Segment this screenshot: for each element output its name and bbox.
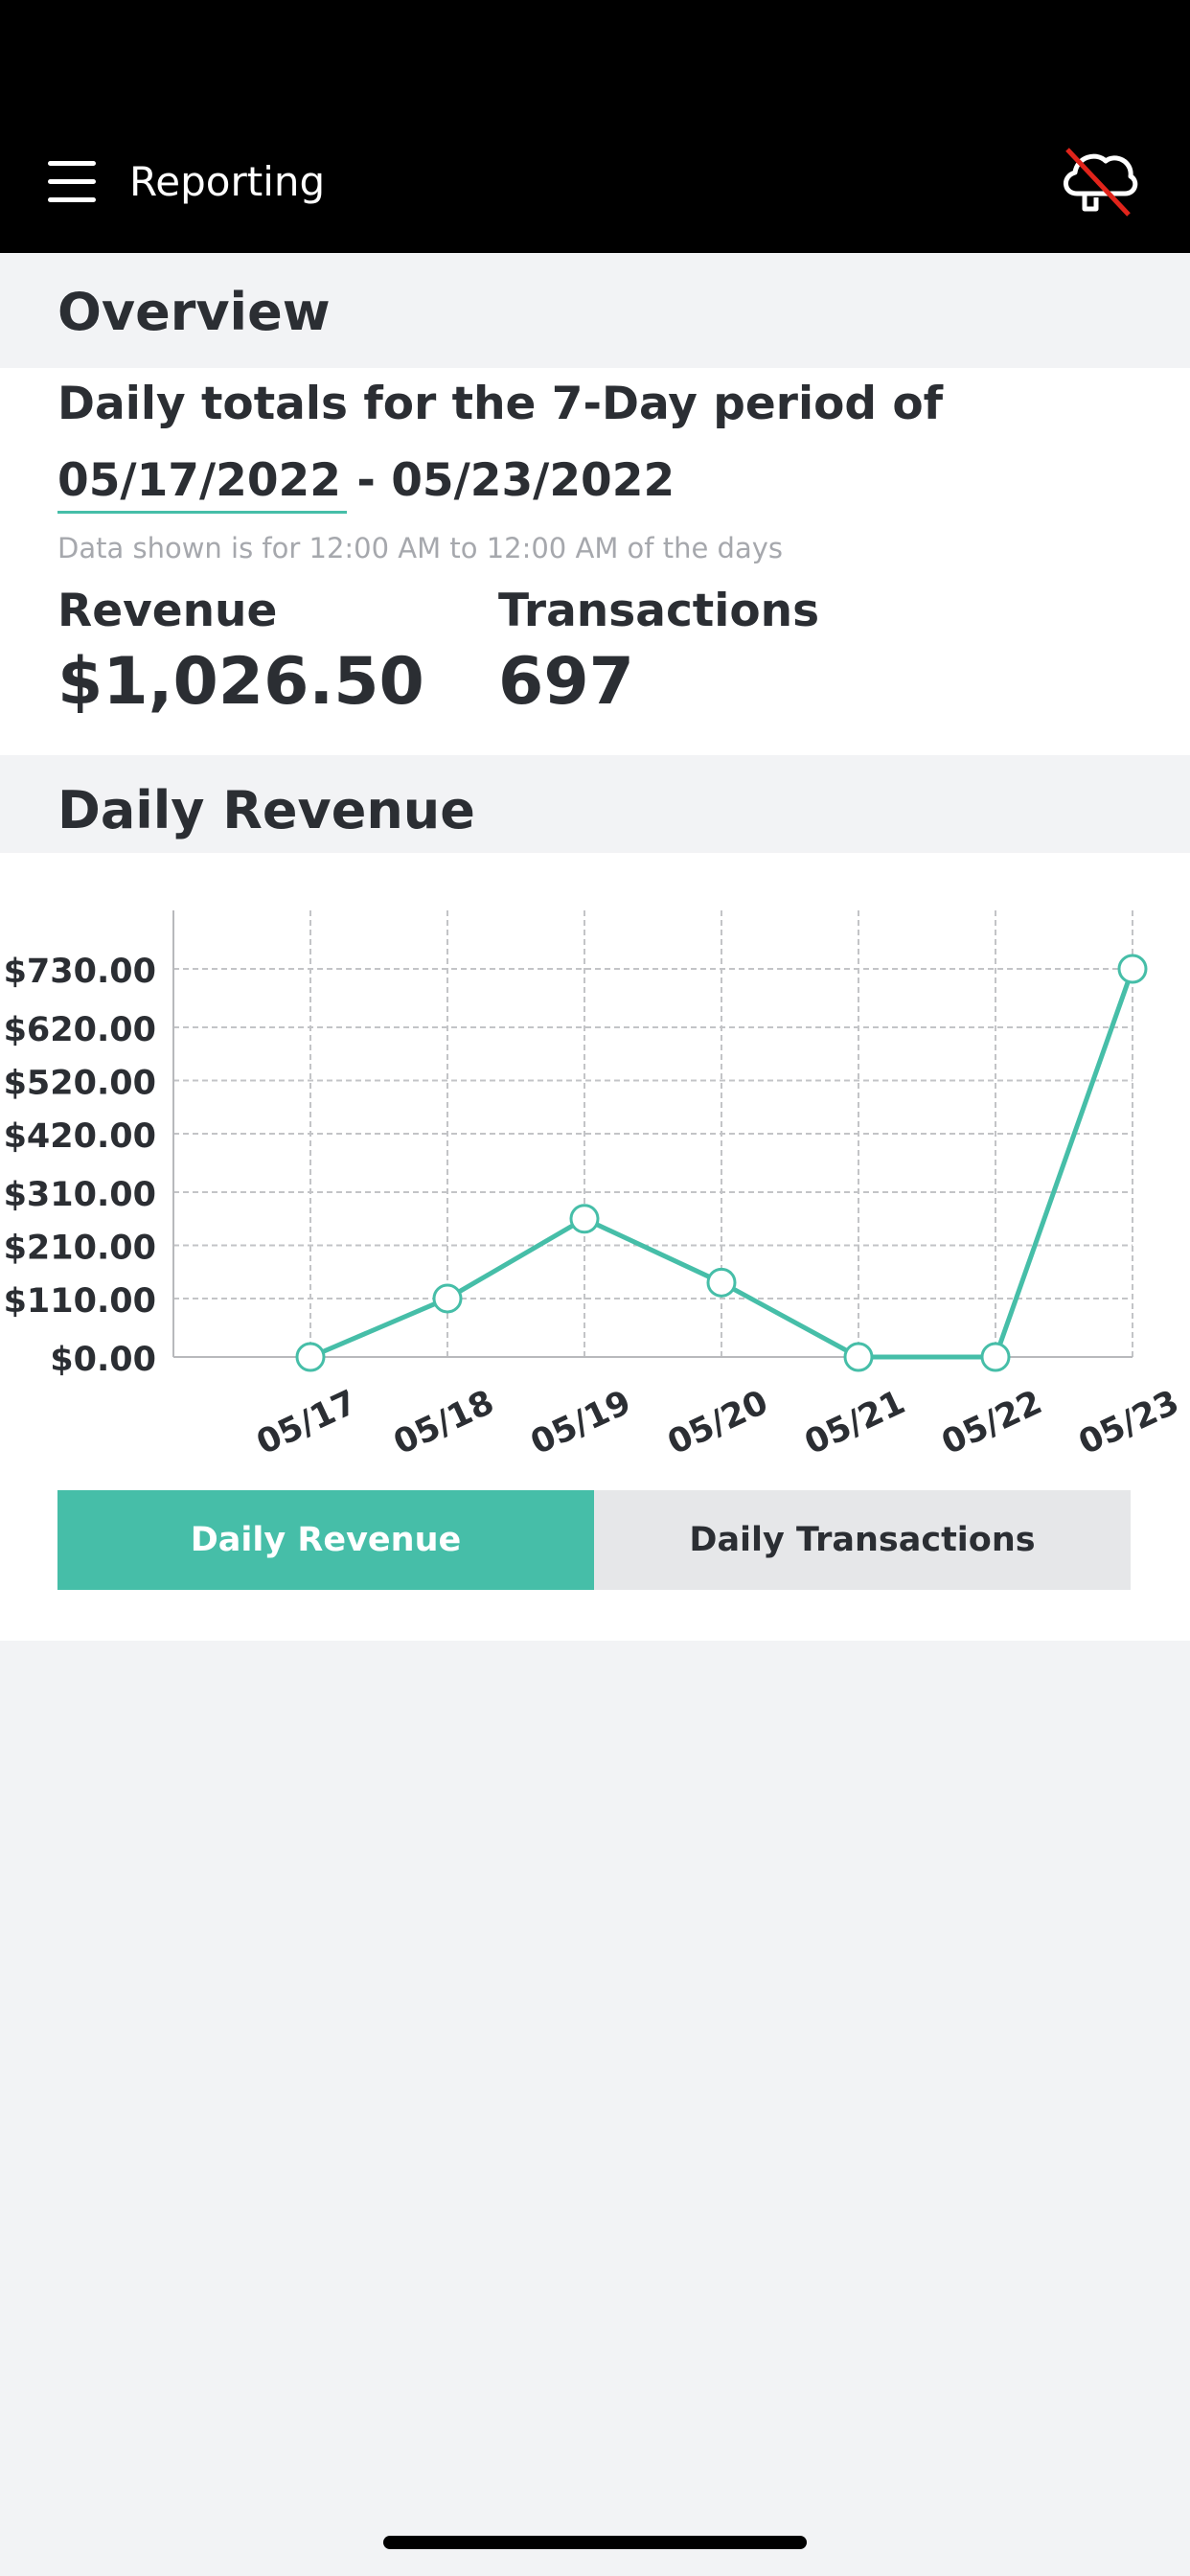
daily-revenue-chart: $0.00 $110.00 $210.00 $310.00 $420.00 $520.00…	[4, 910, 1185, 1462]
daily-revenue-title: Daily Revenue	[57, 780, 475, 840]
date-range: 05/17/2022 - 05/23/2022	[57, 452, 675, 514]
y-tick-label: $730.00	[4, 953, 156, 991]
transactions-value: 697	[498, 644, 634, 720]
x-tick-label: 05/23	[1073, 1383, 1185, 1462]
x-tick-label: 05/20	[662, 1383, 774, 1462]
y-tick-label: $420.00	[4, 1117, 156, 1156]
period-description: Daily totals for the 7-Day period of	[57, 378, 944, 430]
revenue-value: $1,026.50	[57, 644, 424, 720]
page-title: Reporting	[129, 158, 326, 205]
data-point	[432, 1283, 463, 1314]
end-date: 05/23/2022	[391, 454, 675, 507]
y-tick-label: $520.00	[4, 1065, 156, 1103]
home-indicator	[383, 2536, 807, 2549]
x-tick-label: 05/22	[936, 1383, 1048, 1462]
revenue-label: Revenue	[57, 585, 278, 637]
daily-revenue-tab-label: Daily Revenue	[190, 1521, 462, 1559]
data-point	[295, 1342, 326, 1372]
overview-title: Overview	[57, 282, 331, 342]
start-date-link[interactable]: 05/17/2022	[57, 452, 347, 514]
x-tick-label: 05/17	[251, 1383, 363, 1462]
data-point	[569, 1204, 600, 1234]
overview-section-header: Overview	[0, 253, 1190, 368]
x-tick-label: 05/21	[799, 1383, 911, 1462]
daily-revenue-tab[interactable]: Daily Revenue	[57, 1490, 594, 1590]
y-tick-label: $210.00	[4, 1229, 156, 1267]
data-point	[706, 1267, 737, 1298]
data-range-note: Data shown is for 12:00 AM to 12:00 AM o…	[57, 532, 783, 564]
date-separator: -	[340, 454, 392, 507]
data-point	[980, 1342, 1011, 1372]
y-tick-label: $0.00	[50, 1341, 156, 1379]
daily-revenue-section-header: Daily Revenue	[0, 755, 1190, 853]
daily-transactions-tab-label: Daily Transactions	[689, 1521, 1036, 1559]
app-header: Reporting	[0, 0, 1190, 253]
overview-card: Daily totals for the 7-Day period of 05/…	[0, 368, 1190, 755]
x-tick-label: 05/19	[525, 1383, 637, 1462]
hamburger-menu-icon[interactable]	[48, 161, 96, 203]
data-point	[1117, 954, 1148, 984]
y-tick-label: $110.00	[4, 1282, 156, 1321]
x-tick-label: 05/18	[388, 1383, 500, 1462]
y-tick-label: $620.00	[4, 1011, 156, 1049]
data-point	[843, 1342, 874, 1372]
y-tick-label: $310.00	[4, 1176, 156, 1214]
daily-transactions-tab[interactable]: Daily Transactions	[594, 1490, 1131, 1590]
transactions-label: Transactions	[498, 585, 820, 637]
offline-cloud-icon[interactable]	[1058, 144, 1138, 220]
